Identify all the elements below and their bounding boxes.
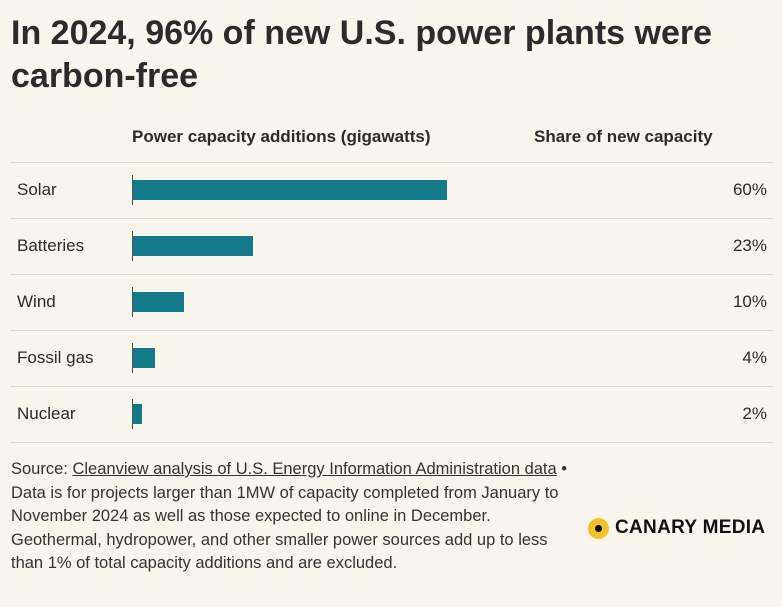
axis-line [132, 399, 133, 429]
share-value: 10% [732, 292, 767, 311]
bar-column-header: Power capacity additions (gigawatts) [132, 127, 431, 146]
share-value: 4% [742, 348, 767, 367]
share-column-header: Share of new capacity [534, 127, 713, 146]
axis-line [132, 343, 133, 373]
source-note: Source: Cleanview analysis of U.S. Energ… [11, 458, 571, 576]
source-link[interactable]: Cleanview analysis of U.S. Energy Inform… [72, 460, 557, 478]
bar [133, 236, 253, 256]
chart-row: Fossil gas 4% [10, 331, 773, 387]
category-label: Wind [17, 292, 56, 311]
chart-row: Wind 10% [10, 275, 773, 331]
bar [133, 292, 184, 312]
source-note-text: • Data is for projects larger than 1MW o… [11, 460, 568, 572]
chart-title: In 2024, 96% of new U.S. power plants we… [11, 14, 713, 95]
share-value: 2% [742, 404, 767, 423]
category-label: Batteries [17, 236, 85, 255]
share-value: 23% [732, 236, 767, 255]
source-prefix: Source: [11, 460, 73, 478]
axis-line [132, 175, 133, 205]
share-value: 60% [732, 180, 767, 199]
canary-dot-icon [588, 517, 609, 539]
chart-row: Solar 60% [10, 163, 773, 219]
category-label: Solar [17, 180, 57, 199]
bar-rows: Solar 60% Batteries 23% Wind 10% Fossil … [10, 162, 773, 443]
category-label: Nuclear [17, 404, 76, 423]
bar [133, 404, 142, 424]
bar [133, 180, 447, 200]
chart-row: Batteries 23% [10, 219, 773, 275]
axis-line [132, 231, 133, 261]
axis-line [132, 287, 133, 317]
canary-media-logo: CANARY MEDIA [588, 513, 765, 543]
chart-row: Nuclear 2% [10, 387, 773, 443]
category-label: Fossil gas [17, 348, 94, 367]
logo-wordmark: CANARY MEDIA [615, 517, 766, 538]
bar [133, 348, 155, 368]
